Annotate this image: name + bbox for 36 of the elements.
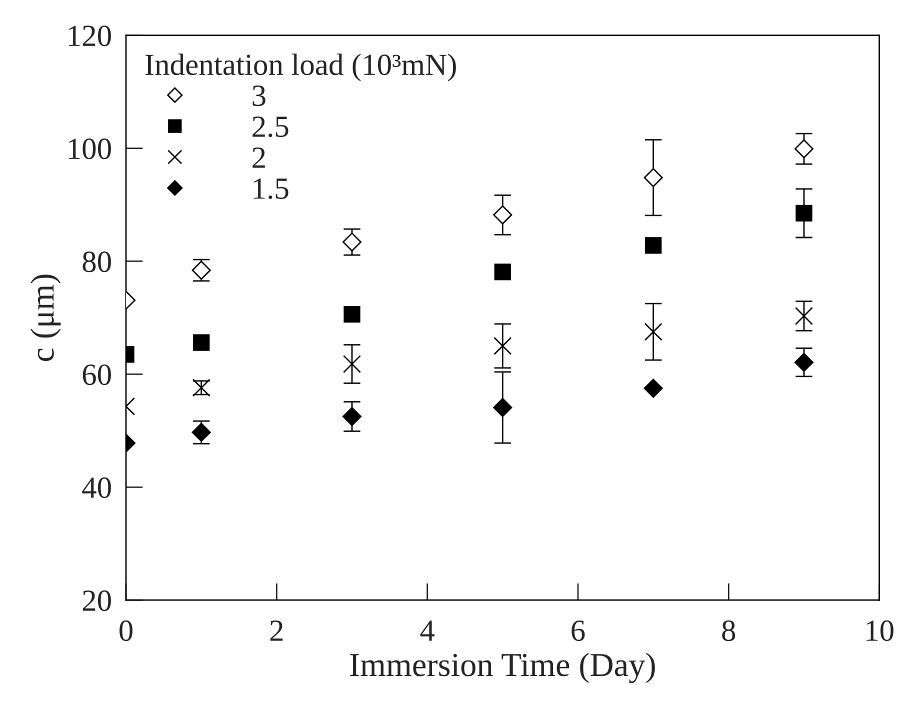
point (794, 306, 813, 326)
legend-label: 2.5 (252, 116, 288, 138)
point (493, 398, 512, 418)
y-axis-title: c (μm) (30, 274, 61, 361)
point (493, 205, 512, 224)
point (342, 354, 362, 374)
y-tick-label: 120 (68, 26, 111, 46)
x-tick-label: 10 (866, 620, 894, 642)
point (644, 237, 662, 254)
legend-label: 3 (252, 86, 266, 106)
point (794, 352, 814, 372)
point (494, 264, 511, 280)
x-tick-label: 4 (420, 620, 434, 641)
point (494, 336, 512, 355)
x-tick-label: 8 (722, 620, 736, 642)
y-tick-label: 20 (82, 590, 111, 611)
x-tick-label: 0 (120, 620, 132, 642)
point (644, 322, 662, 341)
y-tick-label: 40 (82, 477, 111, 498)
legend-label: 1.5 (254, 178, 288, 200)
y-tick-label: 80 (82, 252, 111, 272)
point (192, 334, 210, 351)
x-axis-title: Immersion Time (Day) (350, 652, 655, 684)
point (342, 232, 362, 252)
point (644, 378, 663, 398)
point (644, 168, 663, 188)
legend-label: 2 (252, 147, 265, 168)
x-tick-label: 2 (270, 620, 283, 641)
point (796, 204, 812, 222)
point (344, 306, 360, 323)
point (342, 407, 362, 426)
y-tick-label: 100 (68, 138, 111, 160)
point (794, 139, 814, 158)
legend-title: Indentation load (10³mN) (145, 54, 456, 82)
x-tick-label: 6 (572, 620, 585, 642)
y-tick-label: 60 (82, 364, 111, 386)
